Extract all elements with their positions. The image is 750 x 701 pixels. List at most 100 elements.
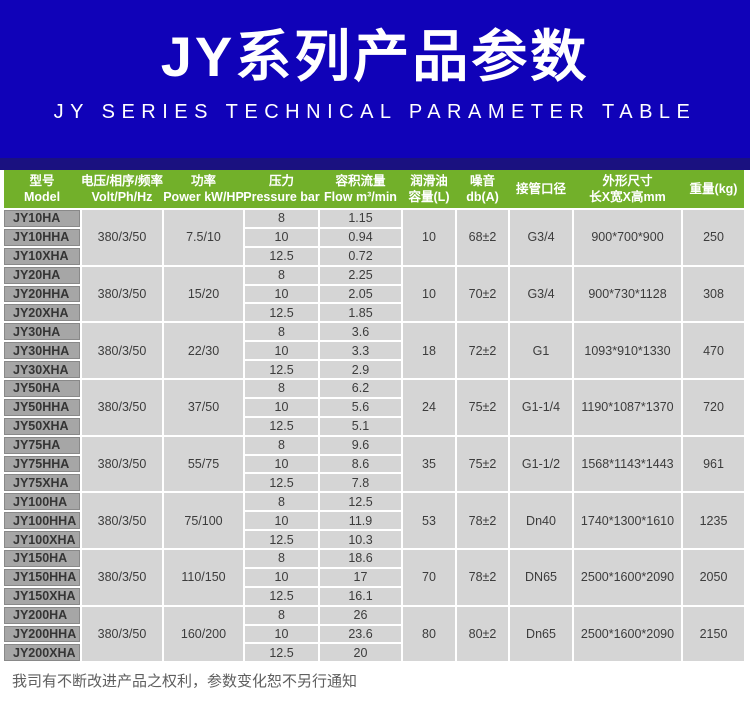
pressure-cell: 12.5	[245, 644, 318, 662]
model-cell: JY100HHA	[4, 512, 80, 530]
flow-cell: 5.6	[320, 398, 401, 416]
column-header-4: 压力 Pressure bar	[243, 170, 319, 208]
model-cell: JY50HHA	[4, 398, 80, 416]
model-cell: JY200XHA	[4, 644, 80, 662]
column-header-2: 电压/相序/频率 Volt/Ph/Hz	[81, 170, 163, 208]
dimensions-cell: 2500*1600*2090	[574, 606, 681, 662]
volt-cell: 380/3/50	[82, 550, 162, 605]
weight-cell: 1235	[683, 493, 744, 549]
model-cell: JY150HA	[4, 550, 80, 567]
pressure-cell: 12.5	[245, 361, 318, 379]
power-cell: 7.5/10	[164, 210, 243, 265]
column-header-10: 重量(kg)	[683, 170, 744, 208]
model-cell: JY75HA	[4, 436, 80, 454]
volt-cell: 380/3/50	[82, 210, 162, 265]
column-header-9: 外形尺寸长X宽X高mm	[574, 170, 681, 208]
column-header-5: 容积流量 Flow m³/min	[320, 170, 401, 208]
port-size-cell: G3/4	[510, 210, 572, 265]
pressure-cell: 12.5	[245, 474, 318, 492]
flow-cell: 7.8	[320, 474, 401, 492]
model-cell: JY10HHA	[4, 228, 80, 246]
column-header-line2: 长X宽X高mm	[589, 190, 666, 204]
flow-cell: 12.5	[320, 493, 401, 511]
pressure-cell: 10	[245, 342, 318, 360]
noise-cell: 72±2	[457, 323, 508, 379]
model-cell: JY20HHA	[4, 285, 80, 303]
model-cell: JY10HA	[4, 210, 80, 227]
pressure-cell: 10	[245, 455, 318, 473]
model-cell: JY200HHA	[4, 625, 80, 643]
port-size-cell: G1	[510, 323, 572, 379]
oil-capacity-cell: 70	[403, 550, 455, 605]
flow-cell: 8.6	[320, 455, 401, 473]
flow-cell: 1.85	[320, 304, 401, 322]
pressure-cell: 12.5	[245, 304, 318, 322]
flow-cell: 26	[320, 606, 401, 624]
model-cell: JY10XHA	[4, 247, 80, 265]
flow-cell: 5.1	[320, 417, 401, 435]
port-size-cell: G1-1/4	[510, 380, 572, 435]
oil-capacity-cell: 53	[403, 493, 455, 549]
noise-cell: 70±2	[457, 266, 508, 322]
power-cell: 55/75	[164, 436, 243, 492]
column-header-line1: 噪音	[469, 173, 495, 188]
column-header-line2: db(A)	[466, 190, 499, 204]
volt-cell: 380/3/50	[82, 606, 162, 662]
dimensions-cell: 900*700*900	[574, 210, 681, 265]
pressure-cell: 8	[245, 380, 318, 397]
pressure-cell: 10	[245, 568, 318, 586]
column-header-line2: Model	[23, 190, 61, 204]
column-header-line1: 接管口径	[515, 181, 566, 196]
column-header-1: 型号 Model	[4, 170, 80, 208]
column-header-line2: Power kW/HP	[163, 190, 244, 204]
banner-shadow-strip	[0, 158, 750, 170]
title-banner: JY系列产品参数 JY SERIES TECHNICAL PARAMETER T…	[0, 0, 750, 158]
footer-note: 我司有不断改进产品之权利，参数变化恕不另行通知	[12, 673, 358, 691]
flow-cell: 17	[320, 568, 401, 586]
flow-cell: 9.6	[320, 436, 401, 454]
pressure-cell: 12.5	[245, 587, 318, 605]
flow-cell: 10.3	[320, 531, 401, 549]
flow-cell: 2.05	[320, 285, 401, 303]
noise-cell: 80±2	[457, 606, 508, 662]
model-cell: JY20HA	[4, 266, 80, 284]
column-header-7: 噪音 db(A)	[457, 170, 508, 208]
pressure-cell: 8	[245, 550, 318, 567]
column-header-line1: 型号	[29, 173, 55, 188]
pressure-cell: 8	[245, 493, 318, 511]
port-size-cell: G1-1/2	[510, 436, 572, 492]
model-cell: JY150XHA	[4, 587, 80, 605]
model-cell: JY100HA	[4, 493, 80, 511]
weight-cell: 470	[683, 323, 744, 379]
column-header-line2: Volt/Ph/Hz	[91, 190, 153, 204]
noise-cell: 68±2	[457, 210, 508, 265]
dimensions-cell: 2500*1600*2090	[574, 550, 681, 605]
column-header-line1: 电压/相序/频率	[81, 173, 163, 188]
parameter-table: 型号 Model 电压/相序/频率 Volt/Ph/Hz 功率 Power kW/HP 压力…	[4, 170, 744, 662]
column-header-8: 接管口径	[510, 170, 572, 208]
pressure-cell: 8	[245, 436, 318, 454]
power-cell: 75/100	[164, 493, 243, 549]
volt-cell: 380/3/50	[82, 266, 162, 322]
column-header-line1: 压力	[268, 173, 294, 188]
weight-cell: 2050	[683, 550, 744, 605]
model-cell: JY50HA	[4, 380, 80, 397]
pressure-cell: 10	[245, 512, 318, 530]
volt-cell: 380/3/50	[82, 493, 162, 549]
column-header-line1: 外形尺寸	[602, 173, 653, 188]
flow-cell: 6.2	[320, 380, 401, 397]
power-cell: 15/20	[164, 266, 243, 322]
dimensions-cell: 1093*910*1330	[574, 323, 681, 379]
model-cell: JY20XHA	[4, 304, 80, 322]
pressure-cell: 8	[245, 266, 318, 284]
weight-cell: 308	[683, 266, 744, 322]
model-cell: JY50XHA	[4, 417, 80, 435]
page-title: JY系列产品参数	[160, 25, 590, 88]
noise-cell: 78±2	[457, 550, 508, 605]
column-header-line1: 容积流量	[335, 173, 386, 188]
model-cell: JY200HA	[4, 606, 80, 624]
oil-capacity-cell: 80	[403, 606, 455, 662]
flow-cell: 0.72	[320, 247, 401, 265]
oil-capacity-cell: 10	[403, 210, 455, 265]
port-size-cell: DN65	[510, 550, 572, 605]
